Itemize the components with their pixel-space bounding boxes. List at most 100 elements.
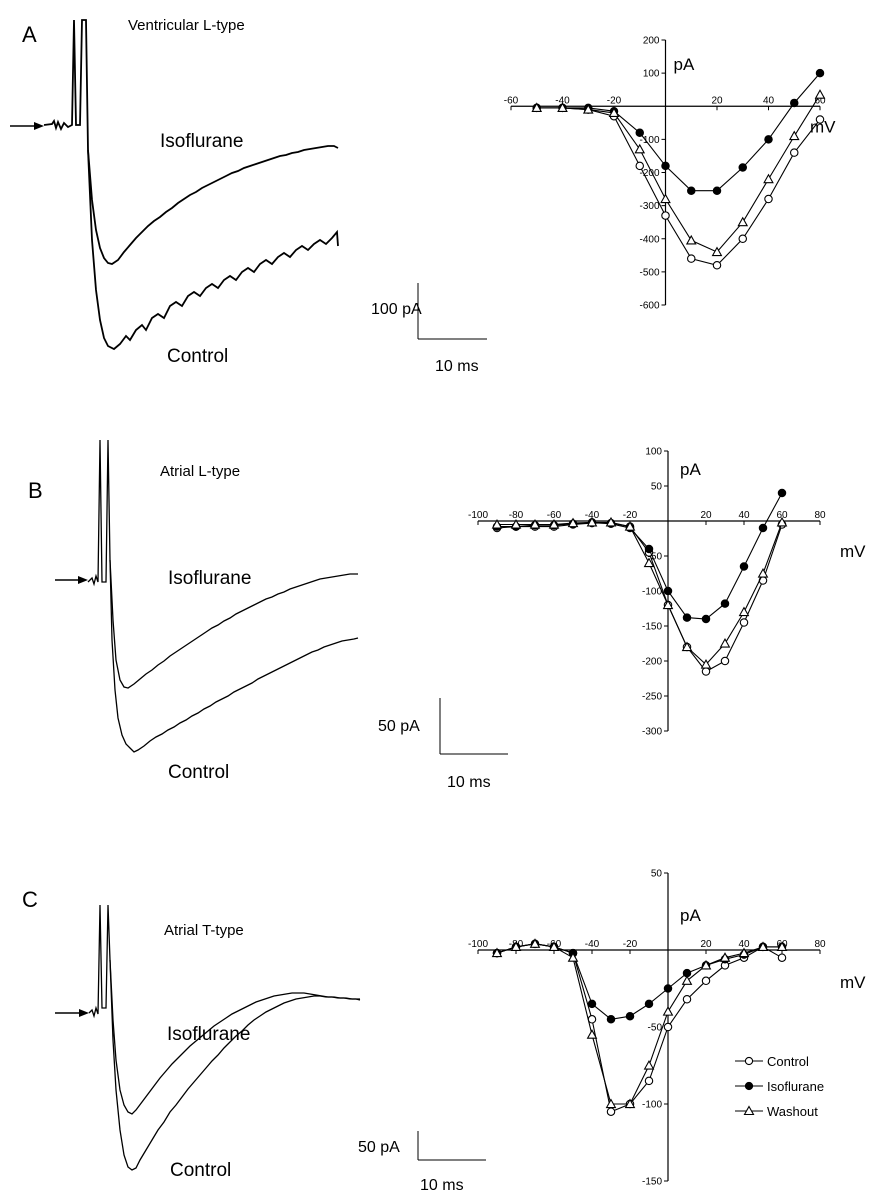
x-axis-label-c: mV <box>840 973 866 992</box>
x-axis-label-b: mV <box>840 542 866 561</box>
point-washout-b <box>510 518 522 529</box>
legend-item-control: Control <box>735 1054 809 1069</box>
x-tick-label-b: -20 <box>623 510 638 521</box>
scale-bar-current-label-b: 50 pA <box>378 718 420 735</box>
y-tick-label-b: -250 <box>642 692 662 703</box>
y-tick-label-c: -150 <box>642 1177 662 1188</box>
legend: Control Isoflurane Washout <box>735 1054 824 1119</box>
x-tick-label-b: 20 <box>700 510 712 521</box>
panel-a-title: Ventricular L-type <box>128 17 245 34</box>
point-isoflurane-c <box>606 1015 616 1024</box>
point-control-b <box>701 667 711 676</box>
point-washout-b <box>567 517 579 528</box>
y-tick-label-b: 50 <box>651 482 663 493</box>
point-isoflurane-b <box>644 544 654 554</box>
point-washout-b <box>738 606 750 617</box>
scale-bar-c <box>417 1131 486 1161</box>
series-line-washout-c <box>496 943 782 1105</box>
point-washout-a <box>788 130 800 141</box>
point-control-a <box>661 211 670 220</box>
y-tick-label-b: 100 <box>645 447 662 458</box>
y-axis-label-a: pA <box>674 55 695 74</box>
point-washout-a <box>814 89 826 99</box>
point-washout-b <box>643 557 655 568</box>
point-control-c <box>682 995 692 1004</box>
x-tick-label-a: 20 <box>711 95 723 106</box>
point-isoflurane-b <box>777 488 787 498</box>
point-washout-c <box>738 947 750 958</box>
x-tick-label-c: -20 <box>623 939 638 950</box>
series-line-control-b <box>496 522 783 673</box>
x-tick-label-c: -100 <box>468 939 488 950</box>
point-washout-c <box>757 941 769 951</box>
point-isoflurane-b <box>701 614 711 624</box>
trace-label-isoflurane-a: Isoflurane <box>160 131 243 152</box>
x-tick-label-a: 60 <box>814 95 826 106</box>
y-tick-label-b: -100 <box>642 587 662 598</box>
point-isoflurane-b <box>758 523 768 533</box>
point-washout-a <box>660 193 671 204</box>
scale-bar-time-label-b: 10 ms <box>447 774 491 791</box>
x-tick-label-b: -100 <box>468 510 488 521</box>
scale-bar-b <box>439 698 508 755</box>
series-line-washout-b <box>497 521 783 666</box>
point-control-b <box>739 618 749 627</box>
point-washout-b <box>776 516 788 527</box>
trace-label-isoflurane-c: Isoflurane <box>167 1024 250 1045</box>
stimulus-arrow-a <box>10 122 44 130</box>
trace-isoflurane-a <box>87 145 339 265</box>
legend-item-washout: Washout <box>735 1104 818 1119</box>
y-tick-label-a: -500 <box>639 267 659 278</box>
y-tick-label-a: -400 <box>639 234 659 245</box>
trace-control-b <box>87 439 359 753</box>
point-isoflurane-c <box>644 999 654 1009</box>
point-washout-c <box>624 1098 636 1109</box>
point-washout-b <box>586 516 598 527</box>
trace-label-control-c: Control <box>170 1160 231 1181</box>
trace-label-isoflurane-b: Isoflurane <box>168 568 251 589</box>
point-washout-a <box>763 173 774 184</box>
x-tick-label-b: 40 <box>738 510 750 521</box>
y-tick-label-a: -300 <box>639 201 659 212</box>
y-tick-label-a: 100 <box>643 69 660 80</box>
point-control-a <box>815 115 825 124</box>
point-washout-b <box>624 521 636 531</box>
y-tick-label-c: -50 <box>648 1023 663 1034</box>
y-tick-label-a: -200 <box>639 168 659 179</box>
point-isoflurane-a <box>635 128 644 138</box>
point-washout-a <box>634 143 646 154</box>
point-isoflurane-c <box>663 984 673 993</box>
point-washout-c <box>719 952 731 962</box>
point-washout-a <box>531 102 543 112</box>
point-washout-c <box>605 1098 617 1109</box>
legend-label-washout: Washout <box>767 1104 818 1119</box>
x-tick-label-a: -20 <box>607 95 622 106</box>
y-tick-label-a: -100 <box>639 135 659 146</box>
scale-bar-current-label-c: 50 pA <box>358 1139 400 1156</box>
point-washout-b <box>681 641 693 652</box>
point-isoflurane-c <box>625 1011 635 1021</box>
x-tick-label-c: -40 <box>585 939 600 950</box>
y-tick-label-a: 200 <box>643 36 660 47</box>
point-control-a <box>712 260 722 270</box>
point-isoflurane-b <box>720 599 730 608</box>
stimulus-arrow-c <box>55 1009 89 1017</box>
x-tick-label-b: -60 <box>547 510 562 521</box>
series-line-control-c <box>496 943 783 1113</box>
point-control-b <box>720 656 730 666</box>
x-tick-label-c: 20 <box>700 939 712 950</box>
point-washout-c <box>567 952 579 962</box>
y-tick-label-a: -600 <box>639 301 659 312</box>
point-washout-c <box>662 1006 674 1016</box>
point-isoflurane-a <box>712 186 722 195</box>
point-washout-a <box>685 234 697 245</box>
point-washout-c <box>529 938 541 948</box>
x-tick-label-b: 80 <box>814 510 826 521</box>
point-control-a <box>738 234 747 244</box>
y-tick-label-b: -200 <box>642 657 662 668</box>
scale-bar-time-label-c: 10 ms <box>420 1177 464 1194</box>
iv-plot-a: -60 -40 -20 20 40 60 200 100 -100 -200 -300 -400 -50… <box>504 36 836 312</box>
point-washout-c <box>491 947 503 958</box>
point-washout-b <box>491 518 503 529</box>
